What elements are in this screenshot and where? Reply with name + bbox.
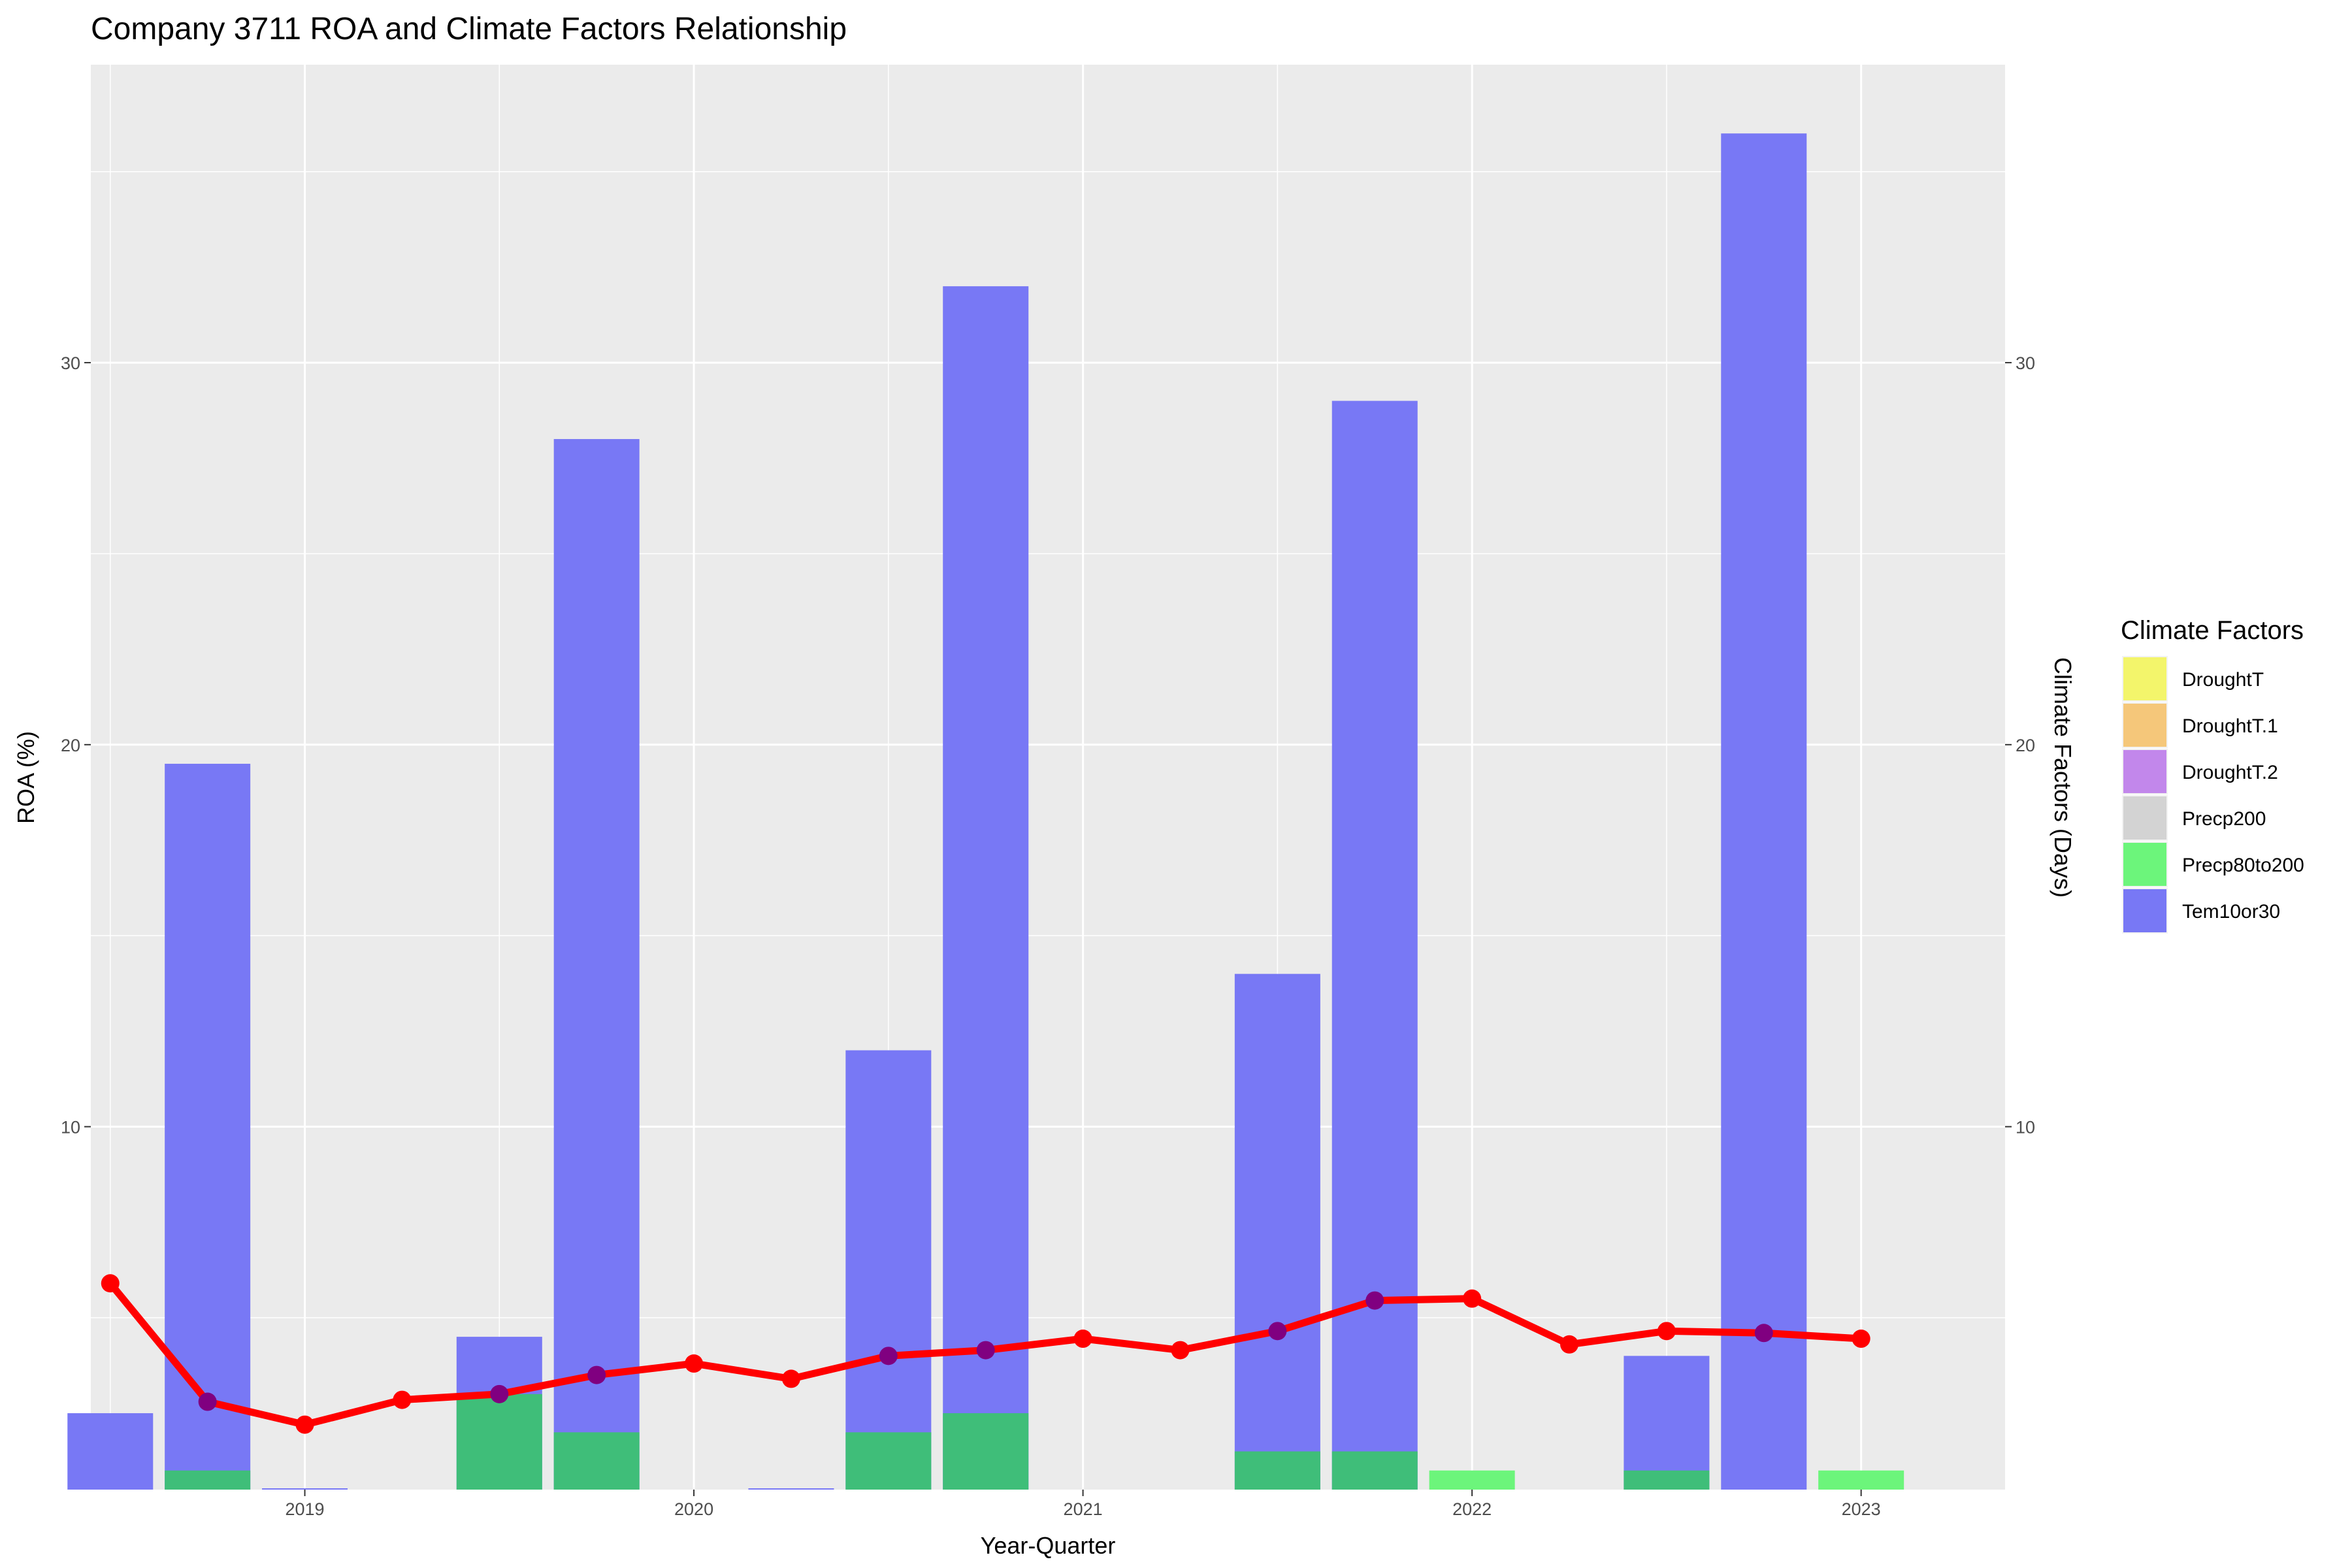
x-axis-title: Year-Quarter	[981, 1532, 1116, 1559]
bar-tem10or30	[67, 1413, 154, 1490]
roa-point	[587, 1365, 606, 1384]
bar-tem10or30	[845, 1050, 932, 1490]
bar-precp80to200	[1429, 1470, 1515, 1490]
legend-swatch	[2123, 843, 2166, 886]
bars	[67, 133, 1904, 1490]
roa-point	[781, 1369, 800, 1388]
legend-label: DroughtT.2	[2182, 762, 2278, 783]
bar-precp80to200	[1624, 1470, 1710, 1490]
legend-title: Climate Factors	[2121, 616, 2304, 645]
roa-point	[1852, 1330, 1870, 1348]
roa-point	[1754, 1324, 1773, 1343]
legend: Climate Factors DroughtT DroughtT.1 Drough…	[2121, 616, 2304, 934]
x-tick-label: 2022	[1452, 1499, 1492, 1519]
roa-point	[101, 1274, 120, 1293]
roa-point	[393, 1390, 412, 1409]
roa-point	[1268, 1322, 1287, 1341]
bar-tem10or30	[553, 439, 640, 1490]
bar-precp80to200	[943, 1413, 1029, 1490]
y2-tick-label: 10	[2016, 1118, 2035, 1137]
roa-point	[1463, 1289, 1482, 1308]
roa-point	[685, 1354, 704, 1373]
bar-precp80to200	[165, 1470, 251, 1490]
bar-tem10or30	[1624, 1356, 1710, 1490]
bar-tem10or30	[1721, 133, 1807, 1490]
roa-point	[1560, 1335, 1579, 1354]
bar-tem10or30	[165, 764, 251, 1490]
y2-axis-title: Climate Factors (Days)	[2050, 657, 2076, 898]
bar-precp80to200	[1818, 1470, 1904, 1490]
y2-tick-label: 20	[2016, 736, 2035, 755]
x-tick-label: 2021	[1064, 1499, 1103, 1519]
legend-swatch	[2123, 657, 2166, 700]
roa-point	[198, 1392, 217, 1411]
y-axis-title: ROA (%)	[12, 731, 39, 824]
legend-label: DroughtT	[2182, 669, 2264, 691]
y-tick-label: 20	[61, 736, 80, 755]
y2-tick-label: 30	[2016, 353, 2035, 373]
bar-precp80to200	[1234, 1451, 1320, 1490]
bar-tem10or30	[943, 286, 1029, 1490]
legend-label: DroughtT.1	[2182, 715, 2278, 737]
roa-point	[1073, 1330, 1092, 1348]
legend-swatch	[2123, 889, 2166, 932]
roa-point	[1657, 1322, 1676, 1341]
bar-tem10or30	[1234, 973, 1320, 1490]
x-tick-label: 2019	[286, 1499, 325, 1519]
legend-label: Tem10or30	[2182, 901, 2280, 923]
roa-point	[976, 1341, 995, 1360]
bar-tem10or30	[1331, 400, 1418, 1490]
grid	[91, 65, 2005, 1490]
bar-precp80to200	[845, 1432, 932, 1490]
chart-title: Company 3711 ROA and Climate Factors Rel…	[91, 12, 847, 46]
x-tick-label: 2020	[674, 1499, 713, 1519]
x-tick-label: 2023	[1842, 1499, 1881, 1519]
roa-line	[101, 1274, 1870, 1434]
bar-precp80to200	[553, 1432, 640, 1490]
legend-swatch	[2123, 704, 2166, 747]
legend-swatch	[2123, 750, 2166, 793]
bar-baseline	[262, 1488, 348, 1490]
y-tick-label: 30	[61, 353, 80, 373]
y-tick-label: 10	[61, 1118, 80, 1137]
roa-point	[295, 1415, 314, 1434]
legend-label: Precp80to200	[2182, 855, 2304, 876]
roa-point	[490, 1384, 509, 1403]
bar-precp80to200	[456, 1394, 542, 1490]
roa-point	[1171, 1341, 1190, 1360]
bar-precp80to200	[1331, 1451, 1418, 1490]
legend-label: Precp200	[2182, 808, 2266, 830]
roa-point	[879, 1347, 898, 1365]
bar-baseline	[748, 1488, 834, 1490]
plot-panel	[91, 65, 2005, 1490]
roa-point	[1365, 1291, 1384, 1310]
legend-swatch	[2123, 796, 2166, 840]
